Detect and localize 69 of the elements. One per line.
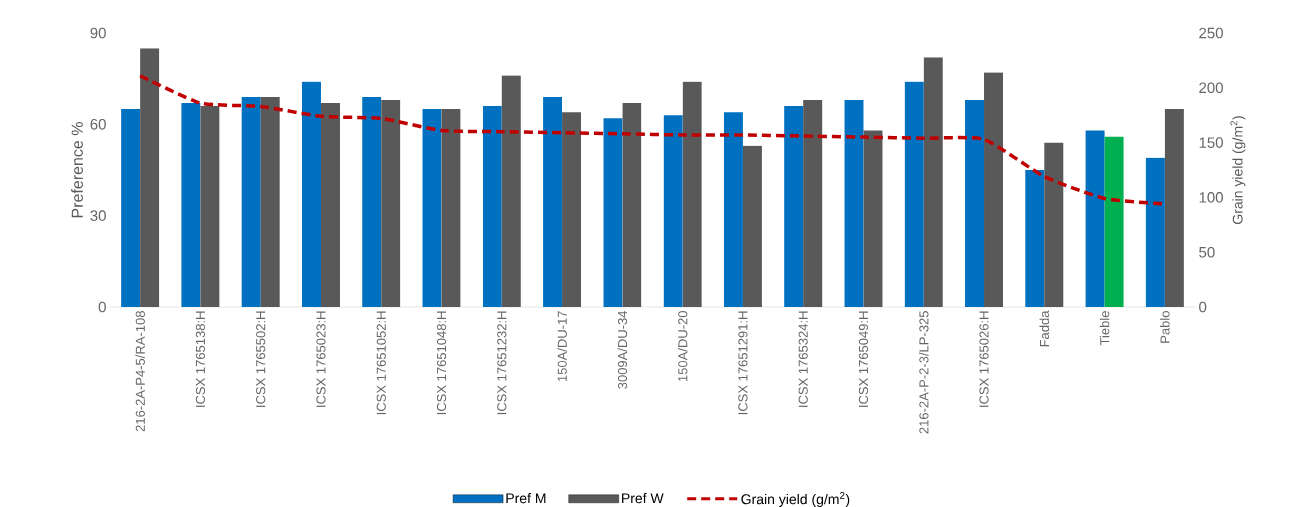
bar (1025, 170, 1045, 307)
bar (622, 103, 642, 307)
bar (682, 81, 702, 307)
x-tick-label: 216-2A-P4-5/RA-108 (135, 311, 145, 432)
bar (844, 99, 864, 307)
bar (482, 106, 502, 307)
x-tick-label: ICSX 1765138:H (195, 311, 206, 407)
bar (863, 130, 883, 307)
bar (1145, 157, 1165, 307)
x-tick-label: 3009A/DU-34 (617, 310, 628, 389)
bar (121, 109, 141, 307)
bar (562, 112, 582, 307)
x-tick-label: Fadda (1039, 310, 1050, 347)
y-tick-label: 60 (90, 119, 106, 130)
bar (1164, 109, 1184, 307)
bar (1085, 130, 1105, 307)
x-tick-label: ICSX 17651048:H (436, 311, 447, 415)
legend-label: Pref M (506, 492, 546, 504)
bar (320, 103, 340, 307)
bar (965, 99, 985, 307)
x-tick-label: 216-2A-P-2-3/LP-325 (918, 311, 929, 434)
bar (603, 118, 623, 307)
y2-tick-label: 200 (1199, 82, 1223, 94)
bar (723, 112, 743, 307)
y-tick-label: 30 (90, 210, 106, 221)
legend-label: Pref W (622, 492, 664, 504)
bar (260, 96, 280, 307)
bar (904, 81, 924, 307)
legend-label: Grain yield (g/m$^{2}$) (741, 492, 850, 507)
y2-tick-label: 50 (1199, 246, 1215, 258)
bar (803, 99, 823, 307)
y2-axis-title: Grain yield (g/m$^{2}$) (1230, 116, 1246, 224)
bar (441, 109, 461, 307)
x-tick-label: 150A/DU-20 (677, 311, 688, 382)
y2-tick-label: 100 (1199, 192, 1223, 203)
bar (140, 48, 160, 307)
x-tick-label: ICSX 1765502:H (256, 311, 266, 407)
bar (501, 75, 521, 307)
x-tick-label: ICSX 1765049:H (858, 311, 869, 407)
bar (422, 109, 442, 307)
bar (663, 115, 683, 307)
bar (543, 96, 563, 307)
bar (200, 106, 220, 307)
x-tick-label: ICSX 1765026:H (979, 311, 989, 407)
x-tick-label: Pablo (1160, 311, 1170, 343)
bar (984, 72, 1004, 307)
bar (923, 57, 943, 307)
bar (181, 103, 201, 307)
bar (301, 81, 321, 307)
y-axis-title: Preference % (71, 122, 83, 218)
x-tick-label: ICSX 17651052:H (376, 311, 386, 415)
y-tick-label: 90 (90, 27, 106, 39)
bar (1104, 136, 1124, 307)
x-tick-label: Tieble (1099, 311, 1110, 346)
x-tick-label: ICSX 17651232:H (497, 311, 507, 415)
bar (784, 106, 804, 307)
y2-tick-label: 250 (1199, 27, 1223, 39)
bar (381, 99, 401, 307)
x-tick-label: ICSX 17651291:H (738, 311, 748, 415)
x-tick-label: 150A/DU-17 (557, 311, 567, 382)
x-tick-label: ICSX 1765324:H (798, 311, 808, 407)
bar (362, 96, 382, 307)
y-tick-label: 0 (98, 301, 106, 313)
bar (241, 96, 261, 307)
bar (742, 145, 762, 307)
y2-tick-label: 150 (1199, 137, 1223, 148)
y2-tick-label: 0 (1199, 301, 1207, 313)
x-tick-label: ICSX 1765023:H (316, 311, 326, 407)
bar (1044, 142, 1064, 307)
